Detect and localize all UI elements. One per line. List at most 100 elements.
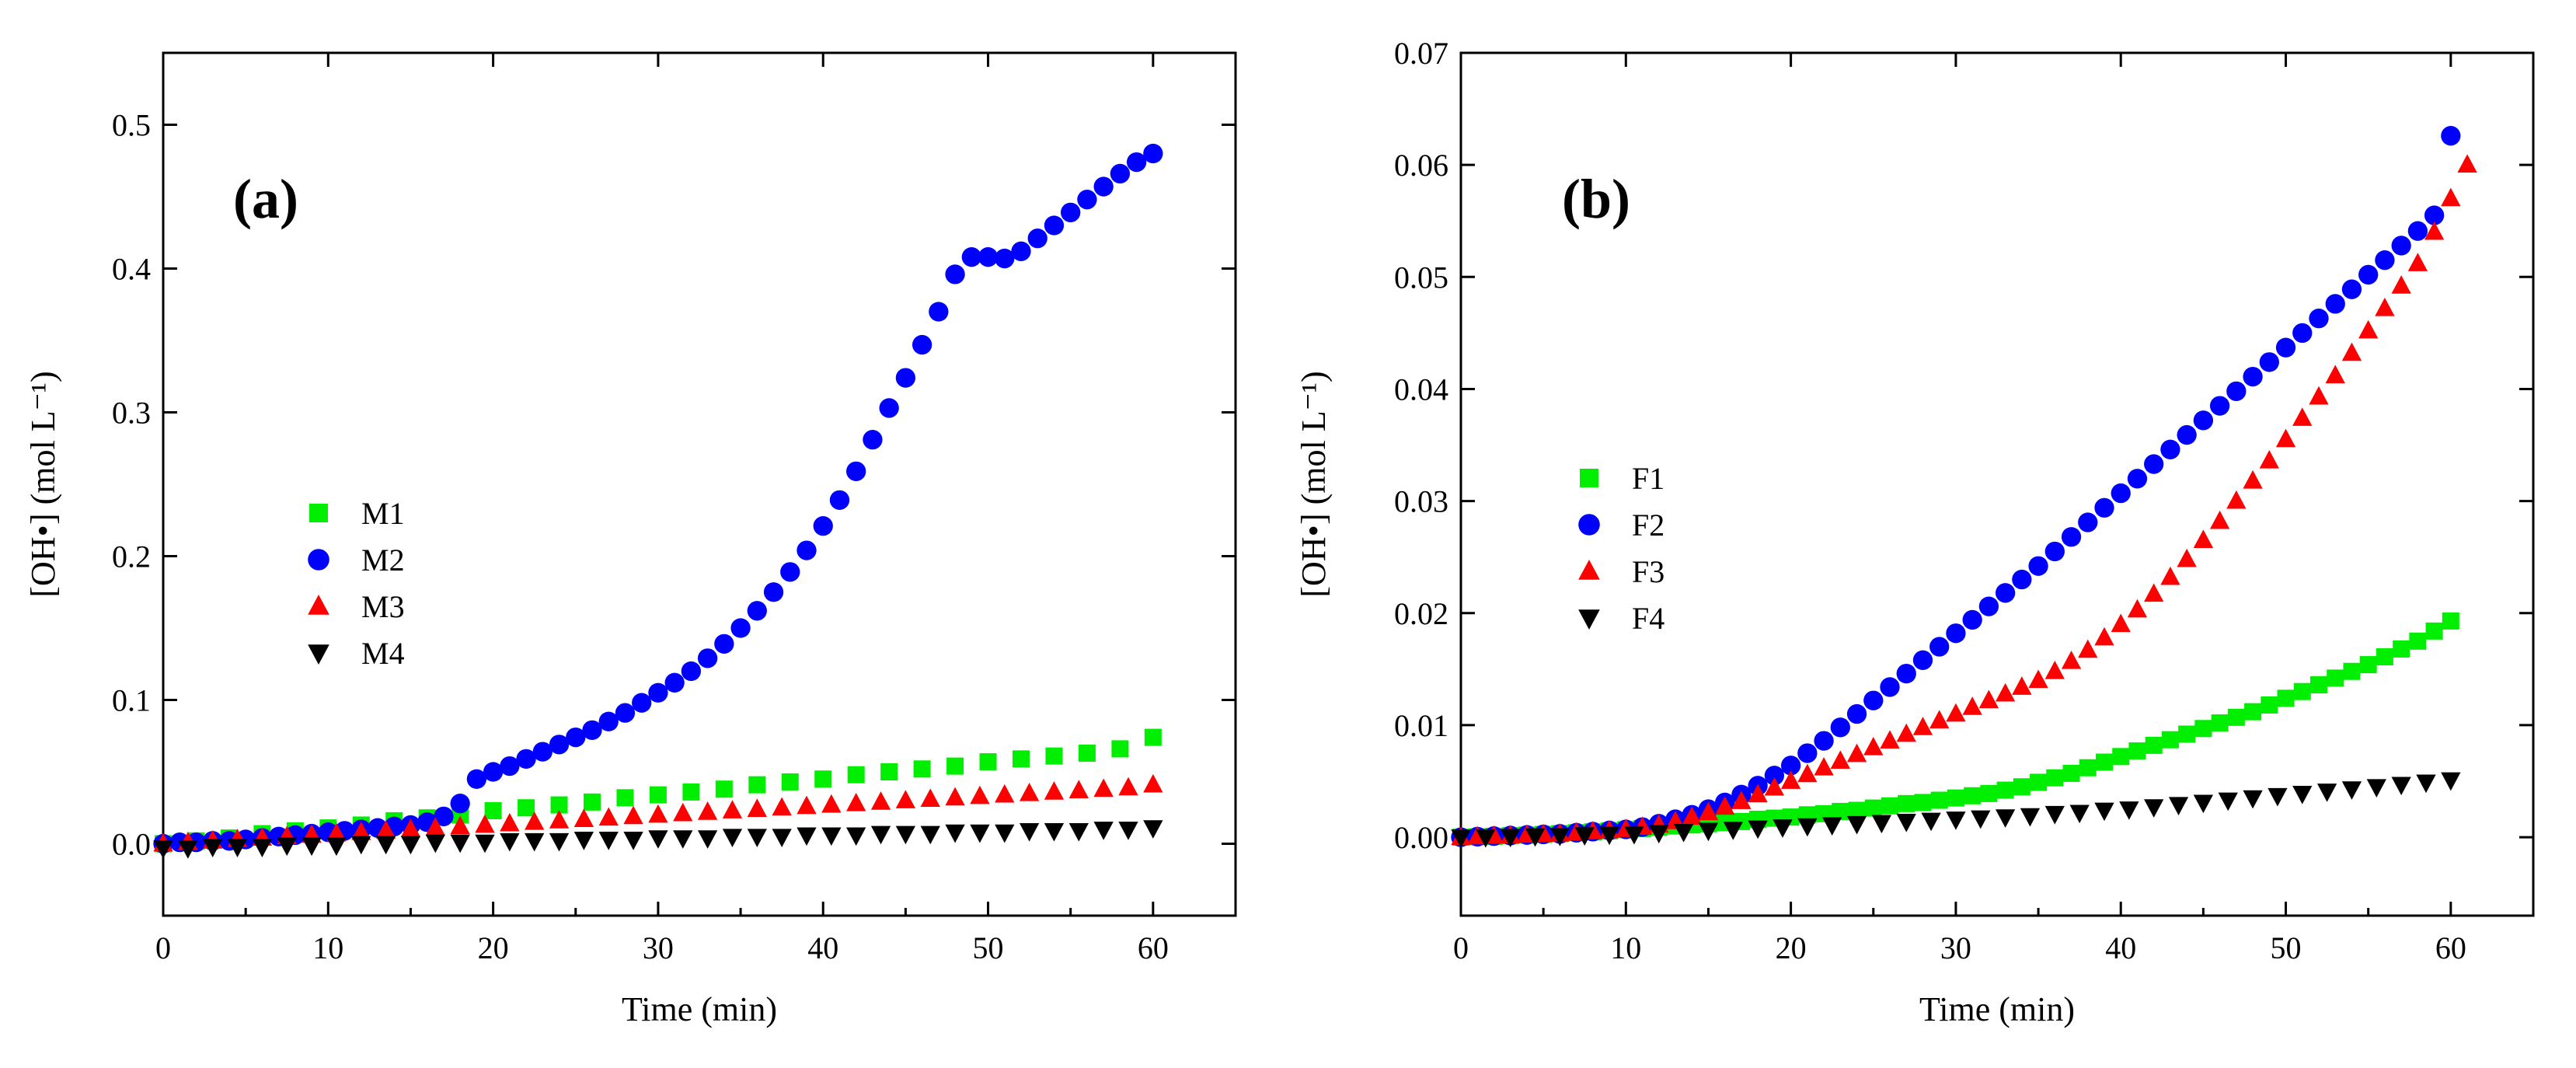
data-point [1574, 827, 1595, 846]
data-point [518, 799, 535, 817]
data-point [2227, 708, 2245, 726]
data-point [2244, 703, 2262, 721]
data-point [920, 788, 940, 808]
data-point [945, 824, 965, 843]
data-point [863, 430, 883, 450]
y-tick-label: 0.01 [1394, 708, 1448, 743]
data-point [2277, 689, 2295, 707]
data-point [1830, 750, 1850, 769]
data-point [797, 795, 817, 815]
data-point [1863, 690, 1884, 710]
data-point [227, 839, 248, 857]
data-point [598, 711, 619, 731]
legend-label: M4 [361, 636, 405, 671]
data-point [1871, 815, 1892, 834]
x-tick-label: 0 [1453, 930, 1469, 965]
data-point [252, 839, 273, 857]
data-point [1673, 823, 1694, 843]
x-tick-label: 50 [973, 930, 1004, 965]
data-point [895, 368, 916, 388]
data-point [2292, 407, 2313, 426]
data-point [582, 720, 602, 740]
legend-marker [308, 549, 329, 571]
data-point [178, 840, 198, 859]
data-point [2391, 777, 2411, 796]
data-point [2177, 548, 2197, 567]
data-point [2012, 569, 2032, 590]
plot-frame [1459, 51, 2535, 917]
data-point [525, 832, 545, 852]
data-point [1996, 781, 2014, 799]
data-point [1921, 812, 1941, 832]
data-point [2094, 626, 2114, 646]
data-point [2391, 236, 2411, 256]
data-point [1773, 819, 1793, 838]
data-point [730, 618, 751, 638]
legend-marker [1578, 560, 1600, 580]
y-tick-label: 0.03 [1394, 484, 1448, 519]
data-point [747, 601, 767, 621]
data-point [623, 805, 643, 825]
data-point [153, 840, 173, 859]
data-point [351, 821, 371, 840]
legend-label: F4 [1632, 601, 1664, 636]
data-point [1978, 689, 1999, 709]
data-point [2193, 794, 2214, 814]
data-point [2128, 742, 2146, 760]
data-point [781, 773, 799, 791]
data-point [2275, 428, 2296, 448]
data-point [995, 824, 1015, 843]
data-point [880, 763, 898, 780]
data-point [1019, 783, 1040, 801]
data-point [2127, 469, 2148, 489]
data-point [1525, 828, 1546, 847]
data-point [2292, 323, 2313, 344]
data-point [772, 829, 792, 847]
data-point [1962, 609, 1982, 630]
data-point [2327, 669, 2344, 687]
data-point [2145, 736, 2163, 754]
data-point [2177, 424, 2197, 445]
data-point [1723, 822, 1743, 840]
data-point [549, 810, 570, 829]
data-point [847, 766, 865, 784]
data-point [846, 792, 866, 811]
data-point [2243, 366, 2263, 387]
data-point [277, 837, 297, 857]
data-point [2209, 396, 2230, 416]
data-point [1078, 744, 1096, 762]
data-point [1797, 818, 1818, 837]
data-point [2069, 804, 2090, 824]
data-point [598, 832, 619, 850]
data-point [979, 753, 997, 771]
data-point [1863, 737, 1884, 756]
data-point [946, 757, 964, 775]
data-point [2316, 784, 2337, 802]
series-m4 [153, 820, 1163, 859]
data-point [615, 703, 636, 723]
data-point [961, 247, 981, 267]
data-point [1848, 801, 1866, 819]
data-point [2062, 764, 2080, 782]
data-point [1780, 770, 1801, 789]
data-point [2243, 469, 2263, 489]
data-point [870, 825, 891, 845]
data-point [1715, 796, 1735, 815]
data-point [2168, 797, 2189, 816]
legend-marker [308, 644, 329, 665]
data-point [425, 817, 445, 836]
data-point [1896, 723, 1916, 742]
data-point [895, 825, 916, 845]
data-point [1143, 143, 1163, 164]
y-tick-label: 0.1 [112, 683, 151, 718]
data-point [1929, 637, 1950, 657]
data-point [1077, 190, 1097, 210]
data-point [715, 780, 733, 798]
data-point [1649, 825, 1669, 844]
data-point [1549, 828, 1570, 846]
data-point [995, 248, 1015, 269]
data-point [1912, 717, 1933, 735]
data-point [375, 820, 396, 839]
data-point [673, 830, 693, 849]
data-point [2193, 529, 2214, 548]
